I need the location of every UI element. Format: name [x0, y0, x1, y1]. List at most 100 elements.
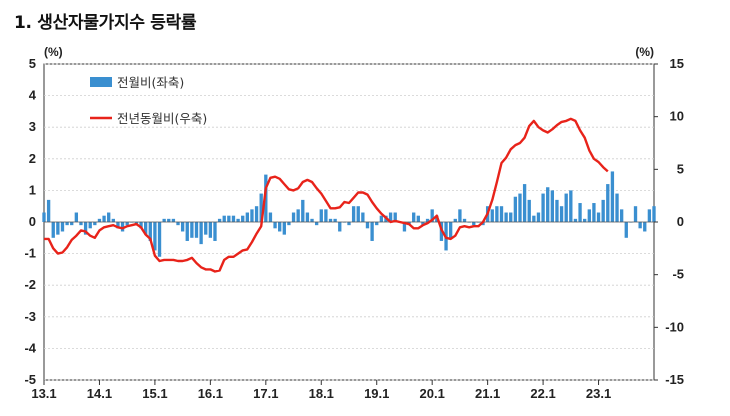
- bar: [144, 222, 148, 235]
- bar: [102, 215, 106, 222]
- bar: [370, 222, 374, 241]
- bar: [624, 222, 628, 238]
- bar: [583, 218, 587, 222]
- y-right-tick-label: 15: [670, 56, 684, 71]
- bar: [70, 222, 74, 226]
- x-tick-label: 21.1: [475, 386, 500, 401]
- bar: [157, 222, 162, 257]
- bar: [499, 206, 504, 222]
- y-left-tick-label: -1: [24, 246, 36, 261]
- x-tick-label: 13.1: [31, 386, 56, 401]
- bar: [412, 212, 416, 222]
- bar: [559, 206, 564, 222]
- y-right-unit: (%): [635, 45, 654, 59]
- bar: [388, 212, 393, 222]
- y-left-tick-label: -4: [24, 340, 36, 355]
- bar: [495, 206, 499, 222]
- bar: [60, 222, 65, 232]
- bar: [314, 222, 319, 226]
- bar: [416, 215, 420, 222]
- bar: [375, 222, 379, 226]
- bar: [93, 222, 97, 226]
- bar: [42, 212, 46, 222]
- y-right-tick-label: -5: [672, 267, 684, 282]
- bar: [116, 222, 120, 229]
- bar: [111, 218, 115, 222]
- bar: [148, 222, 152, 241]
- bar: [56, 222, 60, 235]
- bar: [287, 222, 291, 226]
- line-series: [44, 117, 609, 273]
- bar: [120, 222, 125, 232]
- bar: [522, 184, 527, 222]
- y-right-axis: 15 10 5 0 -5 -10 -15: [654, 56, 684, 387]
- bar: [199, 222, 203, 245]
- bar: [190, 222, 194, 238]
- bar: [305, 212, 310, 222]
- y-left-tick-label: 4: [29, 88, 37, 103]
- y-left-tick-label: -5: [24, 372, 36, 387]
- y-left-unit: (%): [44, 45, 63, 59]
- bar: [319, 209, 323, 222]
- x-tick-label: 23.1: [586, 386, 611, 401]
- bar: [472, 222, 476, 226]
- bar: [527, 199, 531, 222]
- bar: [217, 218, 222, 222]
- y-left-tick-label: -3: [24, 309, 36, 324]
- bar: [569, 190, 573, 222]
- bar: [490, 209, 494, 222]
- bar: [273, 222, 277, 229]
- bar: [430, 209, 434, 222]
- bar: [208, 222, 213, 238]
- bar: [264, 174, 268, 222]
- bar: [615, 193, 619, 222]
- legend-bar-swatch: [90, 77, 112, 87]
- bar: [97, 218, 102, 222]
- bar: [532, 215, 536, 222]
- y-right-tick-label: 0: [677, 214, 684, 229]
- y-left-tick-label: -2: [24, 277, 36, 292]
- bar: [268, 212, 273, 222]
- bar: [610, 171, 615, 222]
- bar: [347, 222, 351, 226]
- y-left-tick-label: 1: [29, 182, 36, 197]
- y-right-tick-label: -10: [665, 319, 684, 334]
- bar: [46, 199, 51, 222]
- bar: [462, 218, 467, 222]
- bar: [185, 222, 189, 241]
- bar-series: [42, 171, 656, 257]
- bar: [351, 206, 356, 222]
- bar: [365, 222, 370, 229]
- bar: [402, 222, 407, 232]
- x-tick-label: 19.1: [364, 386, 389, 401]
- bar: [638, 222, 642, 229]
- bar: [245, 212, 249, 222]
- x-tick-label: 15.1: [142, 386, 167, 401]
- y-right-tick-label: 5: [677, 161, 684, 176]
- bar: [74, 212, 79, 222]
- y-right-tick-label: -15: [665, 372, 684, 387]
- bar: [536, 212, 541, 222]
- bar: [356, 206, 360, 222]
- y-left-tick-label: 0: [29, 214, 36, 229]
- bar: [88, 222, 92, 229]
- bar: [153, 222, 157, 251]
- bar: [310, 218, 314, 222]
- x-tick-label: 17.1: [253, 386, 278, 401]
- x-tick-label: 14.1: [87, 386, 112, 401]
- bar: [180, 222, 185, 232]
- y-left-axis: 5 4 3 2 1 0 -1 -2 -3 -4 -5: [24, 56, 36, 387]
- y-left-tick-label: 3: [29, 119, 36, 134]
- page-title: 1. 생산자물가지수 등락률: [14, 13, 197, 33]
- bar: [125, 222, 129, 226]
- bar: [555, 199, 559, 222]
- bar: [601, 199, 605, 222]
- bar: [587, 209, 591, 222]
- x-tick-label: 16.1: [198, 386, 223, 401]
- bar: [578, 203, 582, 222]
- bar: [647, 209, 652, 222]
- bar: [652, 206, 656, 222]
- bar: [425, 218, 430, 222]
- bar: [453, 218, 457, 222]
- bar: [167, 218, 171, 222]
